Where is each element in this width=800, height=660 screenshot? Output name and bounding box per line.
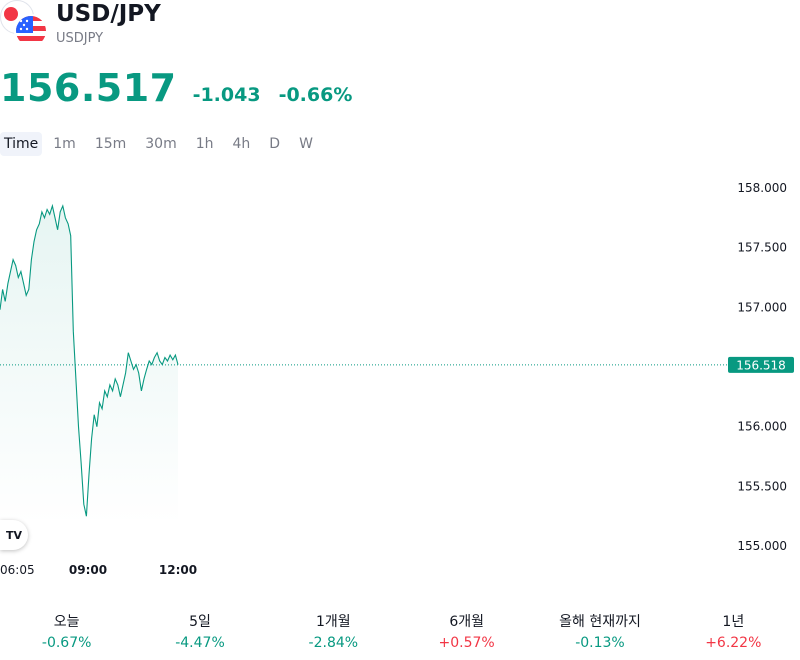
perf-label: 1년 [722,614,745,630]
perf-label: 6개월 [449,614,484,630]
last-price: 156.517 [0,66,177,110]
price-line [0,203,179,517]
perf-label: 1개월 [315,614,351,630]
perf-1m[interactable]: 1개월 -2.84% [267,605,400,655]
y-tick-label: 157.500 [737,241,787,255]
last-price-text: 156.518 [736,358,786,372]
timeframe-1m[interactable]: 1m [53,136,76,152]
perf-label: 오늘 [53,614,80,630]
timeframe-w[interactable]: W [299,136,313,152]
price-change-percent: -0.66% [278,84,353,106]
perf-value: +6.22% [705,635,762,651]
perf-ytd[interactable]: 올해 현재까지 -0.13% [533,605,666,655]
y-tick-label: 156.000 [737,420,787,434]
usa-flag-icon [14,14,48,48]
perf-value: -0.67% [41,635,92,651]
price-change: -1.043 [192,84,261,106]
y-tick-label: 155.000 [737,539,787,553]
perf-value: -4.47% [175,635,225,651]
perf-value: -2.84% [308,635,359,651]
perf-label: 올해 현재까지 [559,614,641,630]
timeframe-time[interactable]: Time [0,132,43,156]
perf-label: 5일 [189,614,211,630]
timeframe-1h[interactable]: 1h [195,136,214,152]
timeframe-30m[interactable]: 30m [145,136,177,152]
price-area [0,205,178,526]
x-tick-label: 06:05 [0,563,35,577]
timeframe-15m[interactable]: 15m [94,136,127,152]
perf-6m[interactable]: 6개월 +0.57% [400,605,533,655]
symbol-ticker: USDJPY [56,31,104,46]
y-tick-label: 155.500 [737,479,787,493]
y-tick-label: 158.000 [737,181,787,195]
timeframe-d[interactable]: D [269,136,281,152]
tradingview-logo[interactable]: TV [0,520,28,550]
last-price-badge [728,356,794,373]
perf-5d[interactable]: 5일 -4.47% [133,605,266,655]
x-tick-label: 09:00 [69,563,107,577]
symbol-title: USD/JPY [56,1,161,27]
timeframe-4h[interactable]: 4h [232,136,251,152]
y-tick-label: 157.000 [737,300,787,314]
last-price-label: 156.518 [728,356,794,373]
price-chart[interactable]: 158.000157.500157.000156.500156.000155.5… [0,165,800,585]
perf-today[interactable]: 오늘 -0.67% [0,605,133,655]
currency-flags [0,0,52,52]
x-axis: 06:05 09:00 12:00 [0,563,197,577]
perf-value: +0.57% [438,635,495,651]
perf-value: -0.13% [575,635,625,651]
x-tick-label: 12:00 [159,563,197,577]
quote-row: 156.517 -1.043 -0.66% [0,66,353,110]
timeframe-bar: Time 1m 15m 30m 1h 4h D W [0,132,324,156]
performance-bar: 오늘 -0.67% 5일 -4.47% 1개월 -2.84% 6개월 +0.57… [0,605,800,655]
perf-1y[interactable]: 1년 +6.22% [667,605,800,655]
